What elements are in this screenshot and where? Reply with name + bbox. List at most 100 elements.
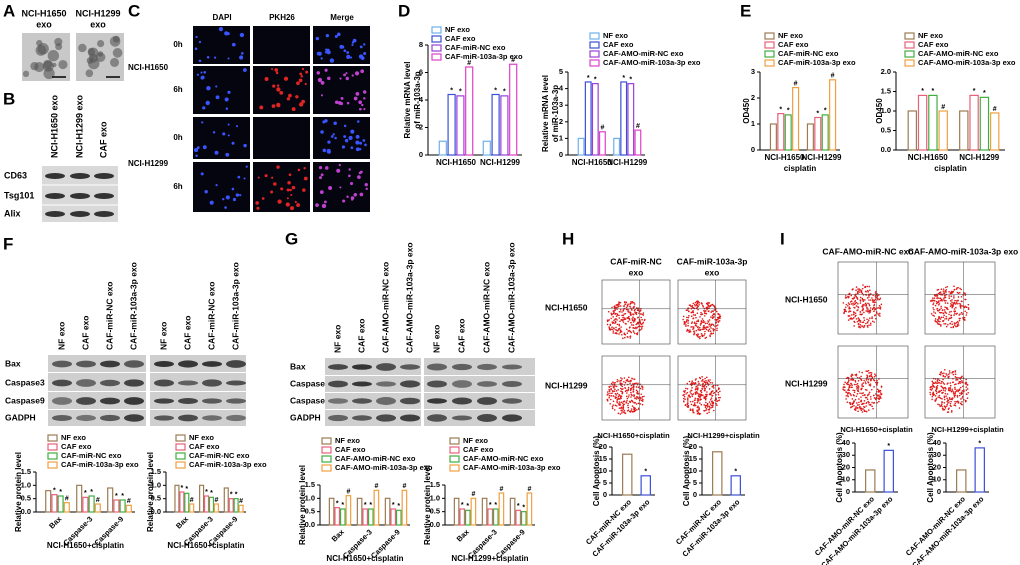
event [929, 391, 931, 394]
y-tick-label: 5 [603, 478, 607, 487]
y-tick-label: 0 [419, 150, 423, 159]
event [706, 393, 708, 396]
event [630, 324, 633, 326]
y-axis-label: Cell Apoptosis (%) [926, 432, 935, 503]
band [100, 414, 120, 422]
bar [622, 453, 633, 496]
event [847, 395, 849, 398]
cell-dot [303, 166, 306, 170]
event [868, 391, 871, 394]
cell-dot [302, 188, 306, 192]
event [953, 308, 956, 310]
event [862, 392, 864, 394]
event [626, 392, 628, 394]
event [613, 390, 616, 392]
event [867, 308, 869, 310]
band [52, 360, 72, 368]
bar [806, 123, 814, 151]
event [705, 404, 708, 407]
event [622, 406, 625, 408]
event [686, 405, 688, 408]
event [858, 318, 861, 321]
band [427, 398, 447, 404]
event [931, 299, 933, 301]
event [853, 313, 855, 316]
band [154, 415, 174, 421]
bar [390, 508, 397, 526]
event [878, 298, 881, 301]
event [637, 321, 639, 324]
event [938, 317, 940, 320]
event [873, 394, 875, 397]
event [619, 331, 622, 334]
event [853, 383, 856, 386]
event [687, 397, 689, 399]
event [873, 375, 876, 378]
event [957, 390, 959, 393]
event [858, 288, 861, 290]
event [612, 316, 614, 318]
event [637, 402, 640, 405]
legend-label: CAF-AMO-miR-103a-3p exo [603, 58, 701, 67]
event [943, 401, 946, 404]
event [855, 318, 858, 320]
event [869, 324, 872, 326]
event [946, 302, 949, 304]
event [959, 386, 962, 389]
event [697, 336, 699, 338]
lane-label: CAF-miR-NC exo [206, 282, 216, 350]
event [950, 400, 952, 403]
event [945, 317, 948, 320]
vesicle [22, 70, 30, 77]
event [860, 396, 862, 398]
legend-swatch [589, 59, 600, 67]
event [865, 379, 868, 381]
row-label: Caspase3 [5, 377, 45, 387]
event [948, 373, 950, 375]
event [620, 319, 623, 321]
event [607, 310, 610, 313]
event [692, 307, 695, 309]
event [627, 402, 629, 405]
significance-mark: * [397, 503, 400, 510]
event [633, 378, 635, 380]
event [845, 398, 847, 400]
event [872, 299, 874, 301]
event [618, 328, 620, 331]
cell-dot [350, 196, 355, 200]
event [693, 411, 695, 414]
significance-mark: * [230, 492, 233, 499]
event [953, 285, 955, 288]
event [857, 388, 860, 390]
bar [730, 475, 741, 496]
legend-swatch [175, 443, 186, 451]
event [933, 311, 935, 313]
cell-dot [332, 133, 335, 136]
event [863, 379, 865, 382]
event [689, 391, 691, 393]
event [690, 315, 693, 317]
event [616, 319, 618, 321]
event [852, 401, 855, 404]
event [963, 306, 966, 309]
event [632, 386, 634, 389]
event [620, 397, 622, 400]
event [866, 285, 869, 288]
event [641, 397, 643, 399]
event [704, 330, 706, 333]
event [622, 319, 625, 321]
event [611, 306, 613, 309]
cell-dot [231, 187, 235, 191]
event [611, 328, 614, 331]
event [939, 311, 942, 314]
event [956, 325, 959, 328]
event [934, 318, 937, 320]
event [857, 407, 859, 409]
chart-title: NCI-H1299+cisplatin [931, 425, 1004, 434]
event [697, 392, 699, 395]
cell-dot [328, 186, 333, 191]
bar [969, 94, 979, 151]
event [853, 325, 855, 327]
significance-mark: # [467, 60, 471, 67]
